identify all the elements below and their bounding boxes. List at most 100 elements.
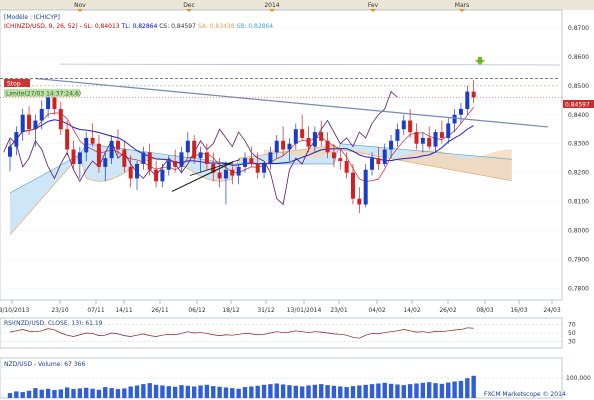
candle-body xyxy=(223,169,228,179)
rsi-label: RSI(NZD/USD, CLOSE, 13): 61,19 xyxy=(4,320,103,327)
volume-bar xyxy=(274,383,279,398)
volume-bar xyxy=(179,385,184,398)
volume-bar xyxy=(58,389,64,398)
rsi-line xyxy=(9,327,474,339)
model-label: [Modèle : ICHICYP] xyxy=(4,14,60,21)
candle-body xyxy=(376,158,381,164)
candle-body xyxy=(408,120,413,133)
candle-body xyxy=(370,158,375,170)
x-tick-label: 26/02 xyxy=(439,307,456,314)
upper-channel-line xyxy=(59,63,561,66)
volume-bar xyxy=(14,391,19,398)
senkou-span-a xyxy=(9,144,512,236)
candle-body xyxy=(39,108,44,121)
volume-bar xyxy=(439,383,445,398)
volume-bar xyxy=(71,389,76,398)
volume-bar xyxy=(363,384,368,398)
rsi-axis-label: 30 xyxy=(568,339,576,346)
stop-tag[interactable]: Stop xyxy=(4,79,30,88)
volume-bar xyxy=(452,381,457,398)
candle-body xyxy=(274,140,279,153)
y-tick-label: 0,8600 xyxy=(568,54,589,61)
candle-body xyxy=(65,129,70,150)
volume-bar xyxy=(198,385,203,398)
volume-bar xyxy=(115,389,121,398)
volume-bar xyxy=(395,384,400,398)
volume-bar xyxy=(280,384,286,398)
candle-body xyxy=(389,140,394,150)
x-tick-label: 14/02 xyxy=(403,307,420,314)
volume-bar xyxy=(103,387,108,398)
top-axis-label: Dec xyxy=(183,2,195,9)
volume-bar xyxy=(217,386,222,398)
candle-body xyxy=(312,132,317,147)
candle-body xyxy=(46,97,51,109)
volume-bar xyxy=(191,386,197,398)
volume-bar xyxy=(249,386,254,398)
candle-body xyxy=(331,152,336,159)
candle-body xyxy=(185,140,190,153)
indicator-part: SB: 0,82864 xyxy=(236,23,273,30)
volume-bar xyxy=(338,386,343,398)
volume-bar xyxy=(153,384,159,398)
limit-tag-label: Limite(27/03 14:37:24,6) xyxy=(6,91,81,98)
buy-signal-arrow-icon xyxy=(475,57,485,65)
candle-body xyxy=(147,152,152,170)
volume-bar xyxy=(471,375,476,398)
x-tick-label: 04/02 xyxy=(368,307,385,314)
candle-body xyxy=(287,143,292,150)
candle-body xyxy=(160,169,165,182)
indicator-part: ICH(NZD/USD, 9, 26, 52) - xyxy=(4,23,84,30)
candle-body xyxy=(471,91,476,98)
candle-body xyxy=(268,152,273,164)
candle-body xyxy=(452,114,457,124)
volume-bar xyxy=(414,383,419,398)
volume-bar xyxy=(299,386,305,398)
volume-bar xyxy=(446,382,451,398)
candle-body xyxy=(52,97,57,109)
candle-body xyxy=(236,166,241,176)
volume-bar xyxy=(26,390,32,398)
candle-body xyxy=(357,198,362,205)
volume-bar xyxy=(236,388,241,398)
candle-body xyxy=(395,129,400,141)
volume-bar xyxy=(261,384,267,398)
x-tick-label: 16/03 xyxy=(510,307,527,314)
volume-bar xyxy=(52,390,57,398)
volume-bar xyxy=(204,384,210,398)
volume-bar xyxy=(287,385,292,398)
volume-bar xyxy=(293,385,299,398)
candle-body xyxy=(465,91,470,109)
volume-bar xyxy=(325,385,330,398)
volume-bar xyxy=(96,389,102,398)
volume-bar xyxy=(230,388,235,398)
candle-body xyxy=(154,169,159,182)
limit-tag[interactable]: Limite(27/03 14:37:24,6) xyxy=(4,89,81,98)
volume-bar xyxy=(242,387,248,398)
volume-bar xyxy=(122,388,127,398)
volume-bar xyxy=(64,387,70,398)
candle-body xyxy=(458,108,463,115)
period-marker-icon xyxy=(77,9,83,12)
candle-body xyxy=(255,163,260,173)
candle-body xyxy=(115,140,120,150)
volume-bar xyxy=(401,385,406,398)
y-tick-label: 0,8000 xyxy=(568,228,589,235)
candle-body xyxy=(179,152,184,167)
candle-body xyxy=(204,152,209,164)
period-marker-icon xyxy=(459,9,465,12)
volume-bar xyxy=(420,382,426,398)
volume-bar xyxy=(433,383,438,398)
top-axis-strip xyxy=(0,0,594,10)
chikou-span-line xyxy=(3,90,398,206)
volume-bar xyxy=(128,386,133,398)
candle-body xyxy=(27,114,32,130)
candle-body xyxy=(33,120,38,130)
volume-bar xyxy=(331,385,337,398)
x-tick-label: 08/10/2013 xyxy=(0,307,29,314)
volume-bar xyxy=(376,383,381,398)
y-tick-label: 0,7900 xyxy=(568,256,589,263)
rsi-axis-label: 50 xyxy=(568,330,576,337)
